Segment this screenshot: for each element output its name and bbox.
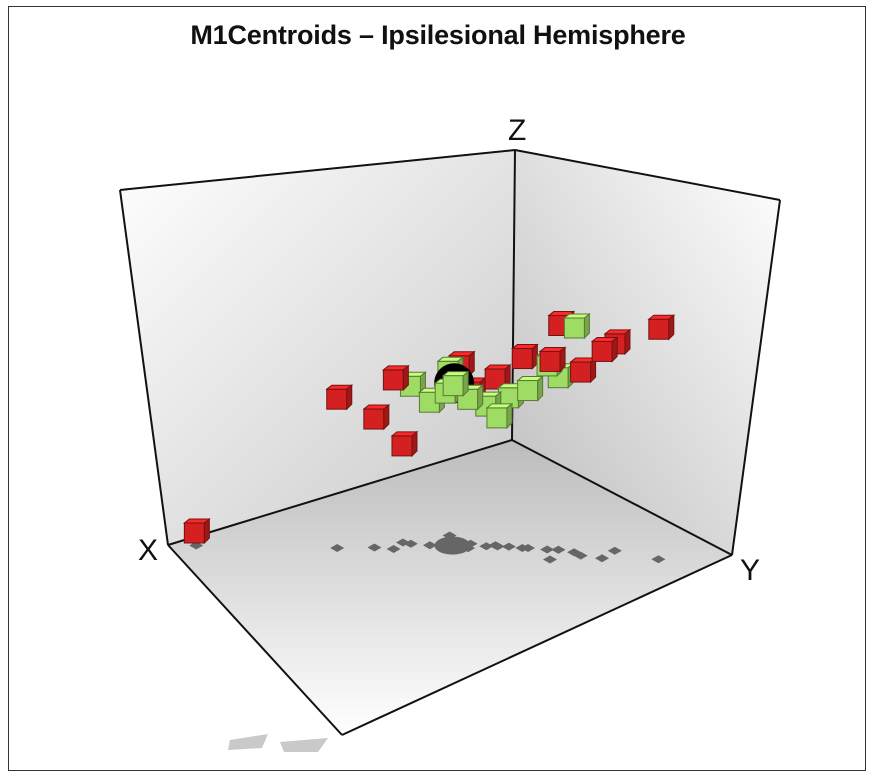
red-cube-point: [362, 404, 391, 431]
box-edges: [119, 149, 781, 736]
point-shadow: [551, 545, 566, 554]
point-shadow: [567, 548, 582, 557]
chart-title: M1Centroids – Ipsilesional Hemisphere: [190, 20, 686, 50]
point-shadow: [330, 544, 345, 552]
green-cube-point: [516, 375, 545, 402]
point-shadow: [367, 543, 382, 552]
axis-label-y: Y: [740, 554, 760, 587]
red-cube-point: [390, 430, 419, 458]
axis-label-z: Z: [508, 114, 526, 147]
red-cube-point: [325, 384, 354, 411]
point-shadow: [490, 542, 505, 551]
green-cube-point: [562, 312, 591, 340]
green-cube-point: [485, 402, 514, 430]
back-right-wall: [512, 150, 780, 555]
point-shadow: [479, 542, 494, 551]
red-cube-point: [381, 364, 410, 392]
floor: [168, 440, 732, 735]
point-shadow: [386, 545, 401, 553]
red-cube-point: [538, 346, 567, 373]
point-shadow: [607, 546, 622, 555]
point-shadow: [595, 554, 609, 563]
red-cube-point: [647, 314, 676, 341]
red-cube-point: [483, 364, 512, 391]
point-shadow: [521, 544, 535, 553]
point-shadow: [422, 541, 437, 550]
point-shadow: [403, 539, 418, 548]
floor-artifact: [228, 734, 268, 750]
floor-shadows: [189, 531, 666, 564]
point-shadow: [540, 545, 555, 554]
red-cube-point: [510, 343, 539, 370]
red-cube-point: [590, 336, 619, 363]
floor-artifact: [280, 738, 328, 752]
centroid-shadow: [434, 536, 471, 555]
axis-label-x: X: [138, 534, 158, 567]
point-shadow: [543, 555, 557, 564]
red-cube-point: [182, 517, 211, 545]
data-points: [182, 310, 676, 545]
red-cube-point: [569, 357, 598, 384]
green-cube-point: [441, 370, 470, 397]
point-shadow: [651, 555, 666, 564]
point-shadow: [501, 542, 516, 551]
